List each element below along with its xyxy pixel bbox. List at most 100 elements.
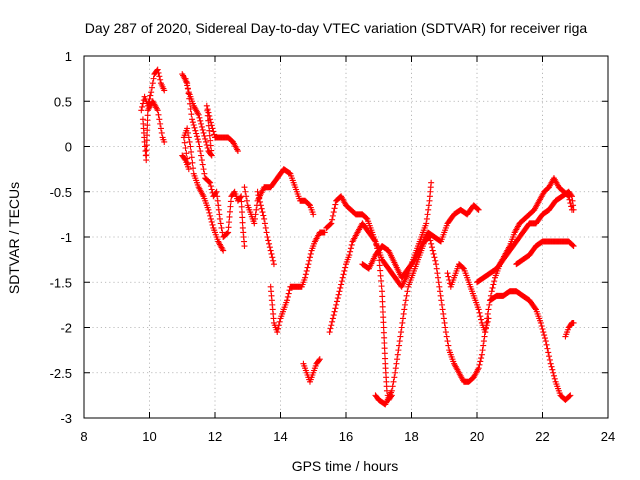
data-point — [433, 265, 440, 272]
data-point — [443, 333, 450, 340]
data-point — [266, 244, 273, 251]
data-point — [442, 329, 449, 336]
data-point — [403, 292, 410, 299]
data-point — [260, 212, 267, 219]
data-point — [302, 274, 309, 281]
data-point — [226, 219, 233, 226]
data-point — [200, 166, 207, 173]
data-point — [569, 242, 576, 249]
data-point — [431, 254, 438, 261]
y-tick-label: -3 — [60, 411, 72, 426]
data-point — [211, 131, 218, 138]
data-point — [267, 247, 274, 254]
data-point — [202, 138, 209, 145]
data-point — [541, 332, 548, 339]
data-point — [424, 211, 431, 218]
data-point — [192, 127, 199, 134]
data-point — [216, 215, 223, 222]
data-point — [307, 250, 314, 257]
data-point — [238, 198, 245, 205]
x-tick-label: 8 — [80, 429, 87, 444]
data-point — [161, 87, 168, 94]
data-point — [423, 215, 430, 222]
data-point — [381, 340, 388, 347]
data-point — [188, 111, 195, 118]
data-point — [481, 333, 488, 340]
data-point — [441, 319, 448, 326]
data-point — [207, 215, 214, 222]
data-point — [379, 293, 386, 300]
data-point — [185, 134, 192, 141]
data-point — [243, 193, 250, 200]
data-point — [425, 202, 432, 209]
data-point — [327, 325, 334, 332]
data-point — [434, 270, 441, 277]
data-point — [428, 240, 435, 247]
data-point — [218, 224, 225, 231]
data-point — [255, 192, 262, 199]
data-point — [181, 139, 188, 146]
series-track-h — [267, 229, 328, 336]
data-point — [329, 315, 336, 322]
data-point — [489, 284, 496, 291]
x-tick-label: 16 — [339, 429, 353, 444]
data-point — [224, 230, 231, 237]
data-point — [195, 138, 202, 145]
data-point — [346, 252, 353, 259]
x-tick-label: 20 — [470, 429, 484, 444]
data-point — [379, 288, 386, 295]
data-point — [551, 375, 558, 382]
data-point — [444, 270, 451, 277]
data-point — [220, 247, 227, 254]
data-point — [208, 122, 215, 129]
data-point — [201, 170, 208, 177]
data-point — [532, 305, 539, 312]
data-point — [545, 349, 552, 356]
data-point — [199, 126, 206, 133]
data-point — [303, 267, 310, 274]
data-point — [475, 206, 482, 213]
data-point — [207, 183, 214, 190]
series-track-i — [300, 356, 323, 385]
data-point — [439, 306, 446, 313]
data-point — [566, 196, 573, 203]
data-point — [251, 215, 258, 222]
y-tick-label: 1 — [65, 49, 72, 64]
data-point — [206, 178, 213, 185]
data-point — [183, 150, 190, 157]
data-point — [205, 109, 212, 116]
data-point — [547, 360, 554, 367]
data-point — [427, 237, 434, 244]
data-point — [203, 141, 210, 148]
data-point — [380, 324, 387, 331]
data-point — [196, 143, 203, 150]
data-point — [275, 325, 282, 332]
data-point — [329, 318, 336, 325]
data-point — [208, 218, 215, 225]
data-point — [389, 383, 396, 390]
data-point — [188, 148, 195, 155]
data-point — [483, 325, 490, 332]
data-point — [148, 84, 155, 91]
data-point — [329, 212, 336, 219]
data-point — [270, 261, 277, 268]
data-point — [195, 111, 202, 118]
data-point — [339, 274, 346, 281]
data-point — [399, 319, 406, 326]
series-track-e — [182, 75, 241, 159]
data-point — [440, 310, 447, 317]
data-point — [204, 106, 211, 113]
data-point — [226, 208, 233, 215]
data-point — [382, 355, 389, 362]
data-point — [568, 192, 575, 199]
data-point — [193, 130, 200, 137]
data-point — [146, 95, 153, 102]
data-point — [253, 206, 260, 213]
data-point — [184, 82, 191, 89]
data-point — [347, 245, 354, 252]
data-point — [399, 315, 406, 322]
data-point — [477, 358, 484, 365]
data-point — [378, 277, 385, 284]
data-point — [460, 264, 467, 271]
data-point — [348, 241, 355, 248]
